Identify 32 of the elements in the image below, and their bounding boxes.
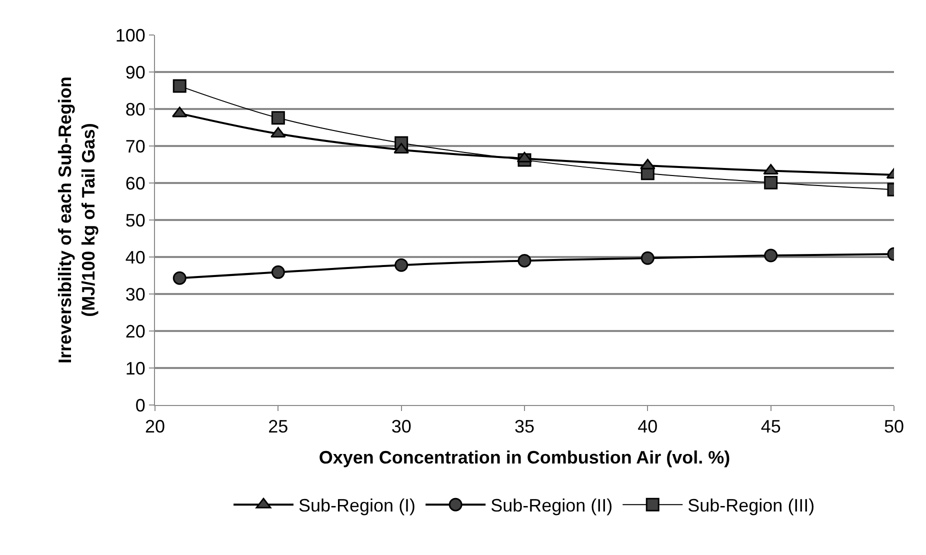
point xyxy=(271,265,285,279)
y-tick-label: 50 xyxy=(125,210,146,230)
y-tick-label: 20 xyxy=(125,321,146,342)
x-tick-label: 25 xyxy=(268,416,288,437)
point xyxy=(764,248,778,262)
y-tick-label: 60 xyxy=(125,173,146,194)
point xyxy=(172,271,186,285)
point xyxy=(518,254,532,268)
legend-label: Sub-Region (I) xyxy=(298,496,416,516)
point xyxy=(764,176,778,190)
y-tick-label: 10 xyxy=(125,358,146,378)
y-tick-label: 70 xyxy=(125,136,146,156)
x-tick-label: 20 xyxy=(144,416,166,437)
point xyxy=(640,251,654,265)
y-tick-label: 90 xyxy=(125,62,146,82)
x-tick-label: 30 xyxy=(391,416,412,437)
point xyxy=(271,111,285,125)
x-axis-title: Oxyen Concentration in Combustion Air (vol. %) xyxy=(318,448,730,468)
y-tick-label: 30 xyxy=(125,284,146,304)
point xyxy=(394,258,408,272)
y-tick-label: 80 xyxy=(125,99,146,120)
legend-label: Sub-Region (II) xyxy=(490,496,613,516)
x-tick-label: 35 xyxy=(514,416,535,437)
x-tick-label: 40 xyxy=(638,416,658,437)
y-tick-label: 100 xyxy=(115,25,146,46)
y-tick-label: 40 xyxy=(125,247,146,268)
point xyxy=(172,79,186,93)
y-axis-title: Irreversibility of each Sub-Region (MJ/100 kg of Tail Gas) xyxy=(55,76,99,364)
y-tick-label: 0 xyxy=(135,395,146,416)
x-tick-label: 45 xyxy=(760,416,781,437)
legend-label: Sub-Region (III) xyxy=(688,496,815,516)
x-tick-label: 50 xyxy=(884,416,904,437)
